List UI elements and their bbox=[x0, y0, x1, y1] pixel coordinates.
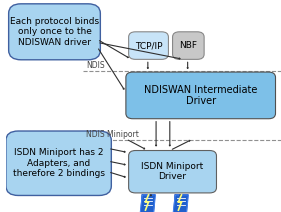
FancyBboxPatch shape bbox=[129, 32, 168, 59]
Text: NBF: NBF bbox=[179, 41, 197, 50]
Text: NDIS Miniport: NDIS Miniport bbox=[86, 130, 139, 139]
Polygon shape bbox=[140, 194, 155, 212]
Text: NDIS: NDIS bbox=[86, 61, 105, 70]
FancyBboxPatch shape bbox=[173, 32, 204, 59]
Text: NDISWAN Intermediate
Driver: NDISWAN Intermediate Driver bbox=[144, 85, 257, 106]
FancyBboxPatch shape bbox=[6, 131, 111, 195]
Text: Each protocol binds
only once to the
NDISWAN driver: Each protocol binds only once to the NDI… bbox=[10, 17, 99, 47]
Polygon shape bbox=[174, 194, 188, 212]
Text: ISDN Miniport has 2
Adapters, and
therefore 2 bindings: ISDN Miniport has 2 Adapters, and theref… bbox=[13, 148, 105, 178]
FancyBboxPatch shape bbox=[126, 72, 275, 119]
FancyBboxPatch shape bbox=[9, 4, 100, 60]
Text: ISDN Miniport
Driver: ISDN Miniport Driver bbox=[141, 162, 204, 181]
Text: TCP/IP: TCP/IP bbox=[135, 41, 162, 50]
FancyBboxPatch shape bbox=[129, 151, 216, 193]
